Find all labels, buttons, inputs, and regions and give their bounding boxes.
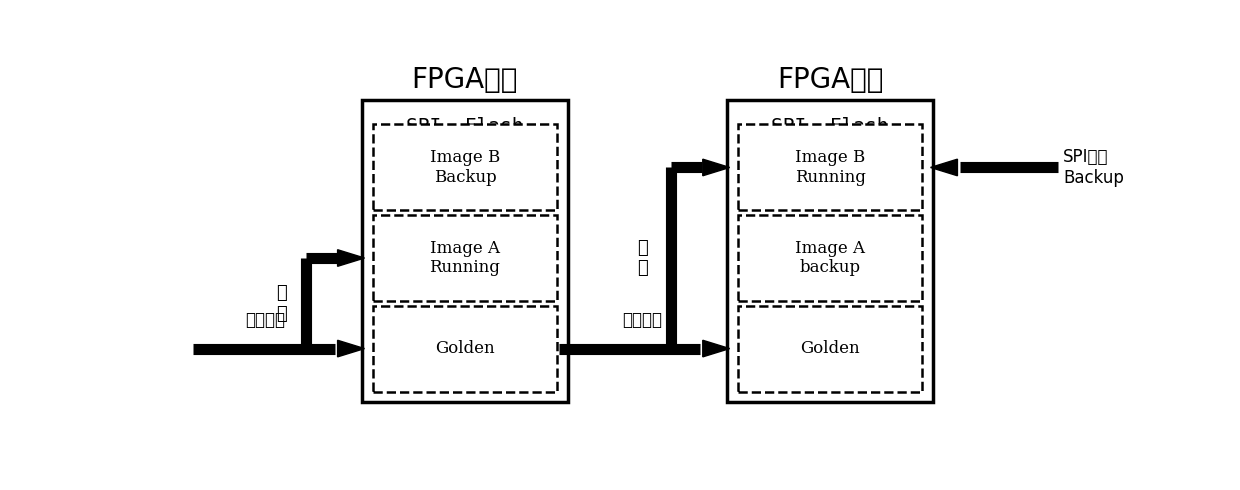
Text: 升
级: 升 级 <box>637 239 647 277</box>
Text: Image A
Running: Image A Running <box>429 240 501 276</box>
Text: Golden: Golden <box>435 340 495 357</box>
Bar <box>373 124 557 211</box>
Text: Image A
backup: Image A backup <box>795 240 866 276</box>
Text: FPGA加载: FPGA加载 <box>412 66 518 94</box>
Text: 加载起点: 加载起点 <box>246 311 285 329</box>
Bar <box>373 215 557 301</box>
Bar <box>738 306 921 392</box>
Text: SPI  Flash: SPI Flash <box>407 117 523 136</box>
Polygon shape <box>337 340 365 357</box>
Bar <box>727 100 934 402</box>
Bar <box>738 124 921 211</box>
Text: FPGA升级: FPGA升级 <box>777 66 883 94</box>
Text: Image B
Running: Image B Running <box>795 149 866 186</box>
Bar <box>362 100 568 402</box>
Text: 加
载: 加 载 <box>277 284 288 323</box>
Bar <box>738 215 921 301</box>
Text: Golden: Golden <box>800 340 859 357</box>
Text: 加载起点: 加载起点 <box>622 311 662 329</box>
Polygon shape <box>703 159 729 176</box>
Polygon shape <box>337 250 365 267</box>
Bar <box>373 306 557 392</box>
Text: Image B
Backup: Image B Backup <box>430 149 500 186</box>
Polygon shape <box>930 159 957 176</box>
Text: SPI烧写
Backup: SPI烧写 Backup <box>1063 148 1123 187</box>
Text: SPI  Flash: SPI Flash <box>771 117 889 136</box>
Polygon shape <box>703 340 729 357</box>
